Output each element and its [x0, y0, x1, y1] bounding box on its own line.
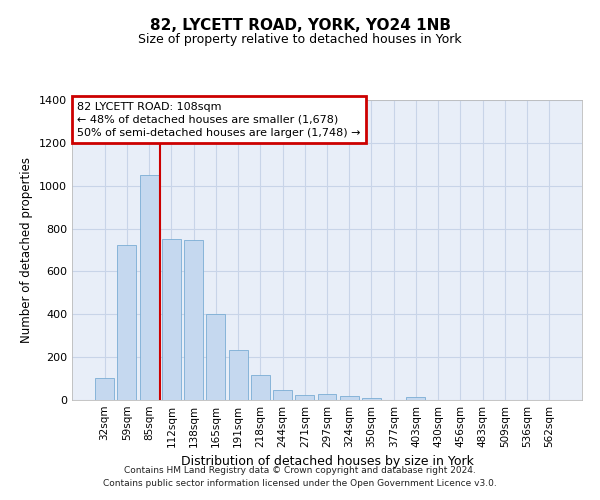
Bar	[184, 240, 203, 400]
Bar	[140, 175, 158, 400]
Y-axis label: Number of detached properties: Number of detached properties	[20, 157, 34, 343]
Bar	[406, 397, 425, 400]
Bar	[229, 350, 248, 400]
Text: 82 LYCETT ROAD: 108sqm
← 48% of detached houses are smaller (1,678)
50% of semi-: 82 LYCETT ROAD: 108sqm ← 48% of detached…	[77, 102, 361, 138]
Bar	[340, 396, 359, 400]
Bar	[295, 394, 314, 400]
Bar	[317, 394, 337, 400]
Bar	[251, 376, 270, 400]
Bar	[162, 240, 181, 400]
Bar	[118, 244, 136, 400]
Bar	[362, 398, 381, 400]
Text: Contains HM Land Registry data © Crown copyright and database right 2024.
Contai: Contains HM Land Registry data © Crown c…	[103, 466, 497, 487]
Bar	[206, 314, 225, 400]
Bar	[273, 390, 292, 400]
Bar	[95, 378, 114, 400]
X-axis label: Distribution of detached houses by size in York: Distribution of detached houses by size …	[181, 456, 473, 468]
Text: Size of property relative to detached houses in York: Size of property relative to detached ho…	[138, 32, 462, 46]
Text: 82, LYCETT ROAD, YORK, YO24 1NB: 82, LYCETT ROAD, YORK, YO24 1NB	[149, 18, 451, 32]
